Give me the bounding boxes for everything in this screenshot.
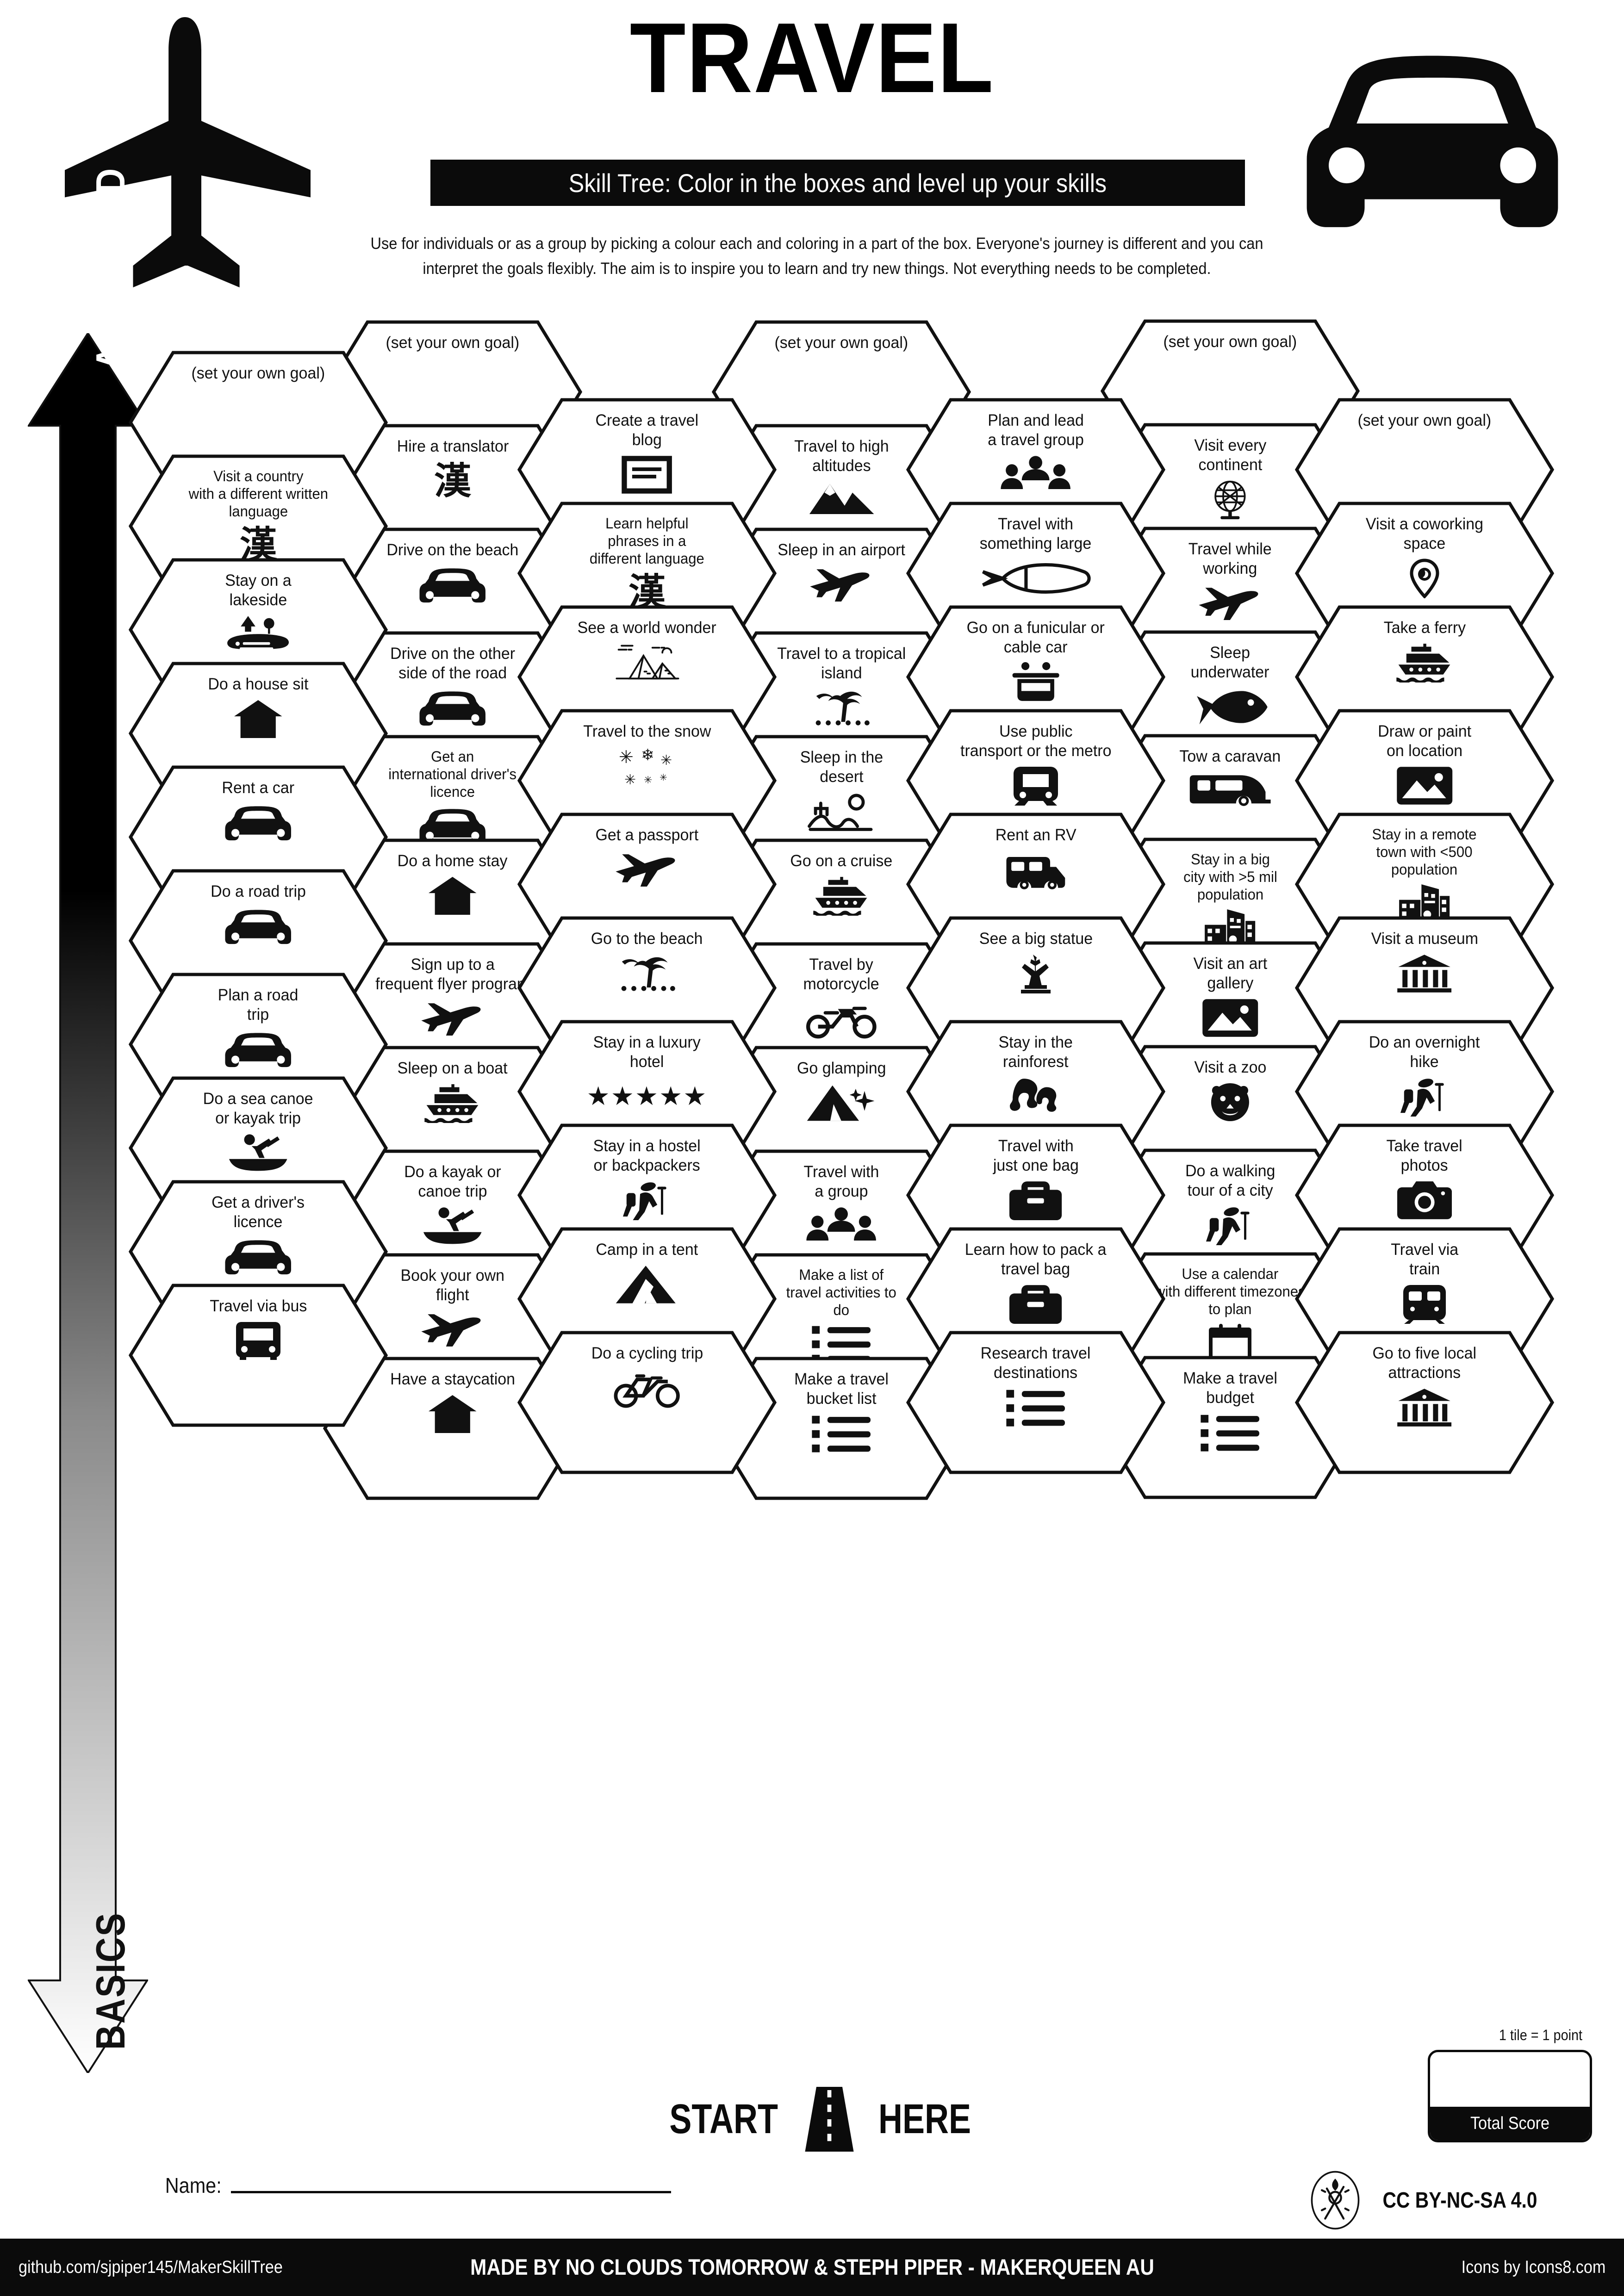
start-word: START [669,2096,778,2142]
name-input-line[interactable] [231,2191,671,2193]
skill-tile[interactable]: Travel via bus [129,1284,388,1427]
license-row: CC BY-NC-SA 4.0 [1310,2170,1606,2230]
subtitle-text: Skill Tree: Color in the boxes and level… [568,168,1107,198]
license-text: CC BY-NC-SA 4.0 [1382,2188,1537,2213]
skill-tile[interactable]: Research travel destinations [906,1331,1165,1474]
skill-tile[interactable]: Go to five local attractions [1295,1331,1554,1474]
credit-text: MADE BY NO CLOUDS TOMORROW & STEPH PIPER… [470,2255,1154,2280]
level-axis-arrow [28,333,148,2073]
total-score-box[interactable]: Total Score [1428,2050,1592,2142]
page-title: TRAVEL [629,2,995,113]
maker-skill-tree-badge-icon [1311,2171,1360,2230]
intro-paragraph: Use for individuals or as a group by pic… [370,235,1263,278]
icons-credit: Icons by Icons8.com [1461,2257,1605,2277]
start-here-banner: START HERE [634,2087,1004,2152]
page-header: TRAVEL Skill Tree: Color in the boxes an… [0,0,1624,296]
score-box-fill [1430,2107,1590,2140]
skill-tile[interactable]: Do a cycling trip [517,1331,777,1474]
road-icon [805,2087,854,2152]
github-link[interactable]: github.com/sjpiper145/MakerSkillTree [19,2257,283,2277]
here-word: HERE [878,2096,971,2142]
page-footer: github.com/sjpiper145/MakerSkillTree MAD… [0,2239,1624,2296]
score-note: 1 tile = 1 point [1499,2027,1582,2043]
name-field-row[interactable]: Name: [162,2170,671,2198]
airplane-icon [65,17,311,288]
subtitle-banner: Skill Tree: Color in the boxes and level… [430,160,1245,206]
name-label: Name: [165,2173,222,2197]
total-score-label: Total Score [1470,2114,1550,2133]
car-icon [1307,56,1558,227]
